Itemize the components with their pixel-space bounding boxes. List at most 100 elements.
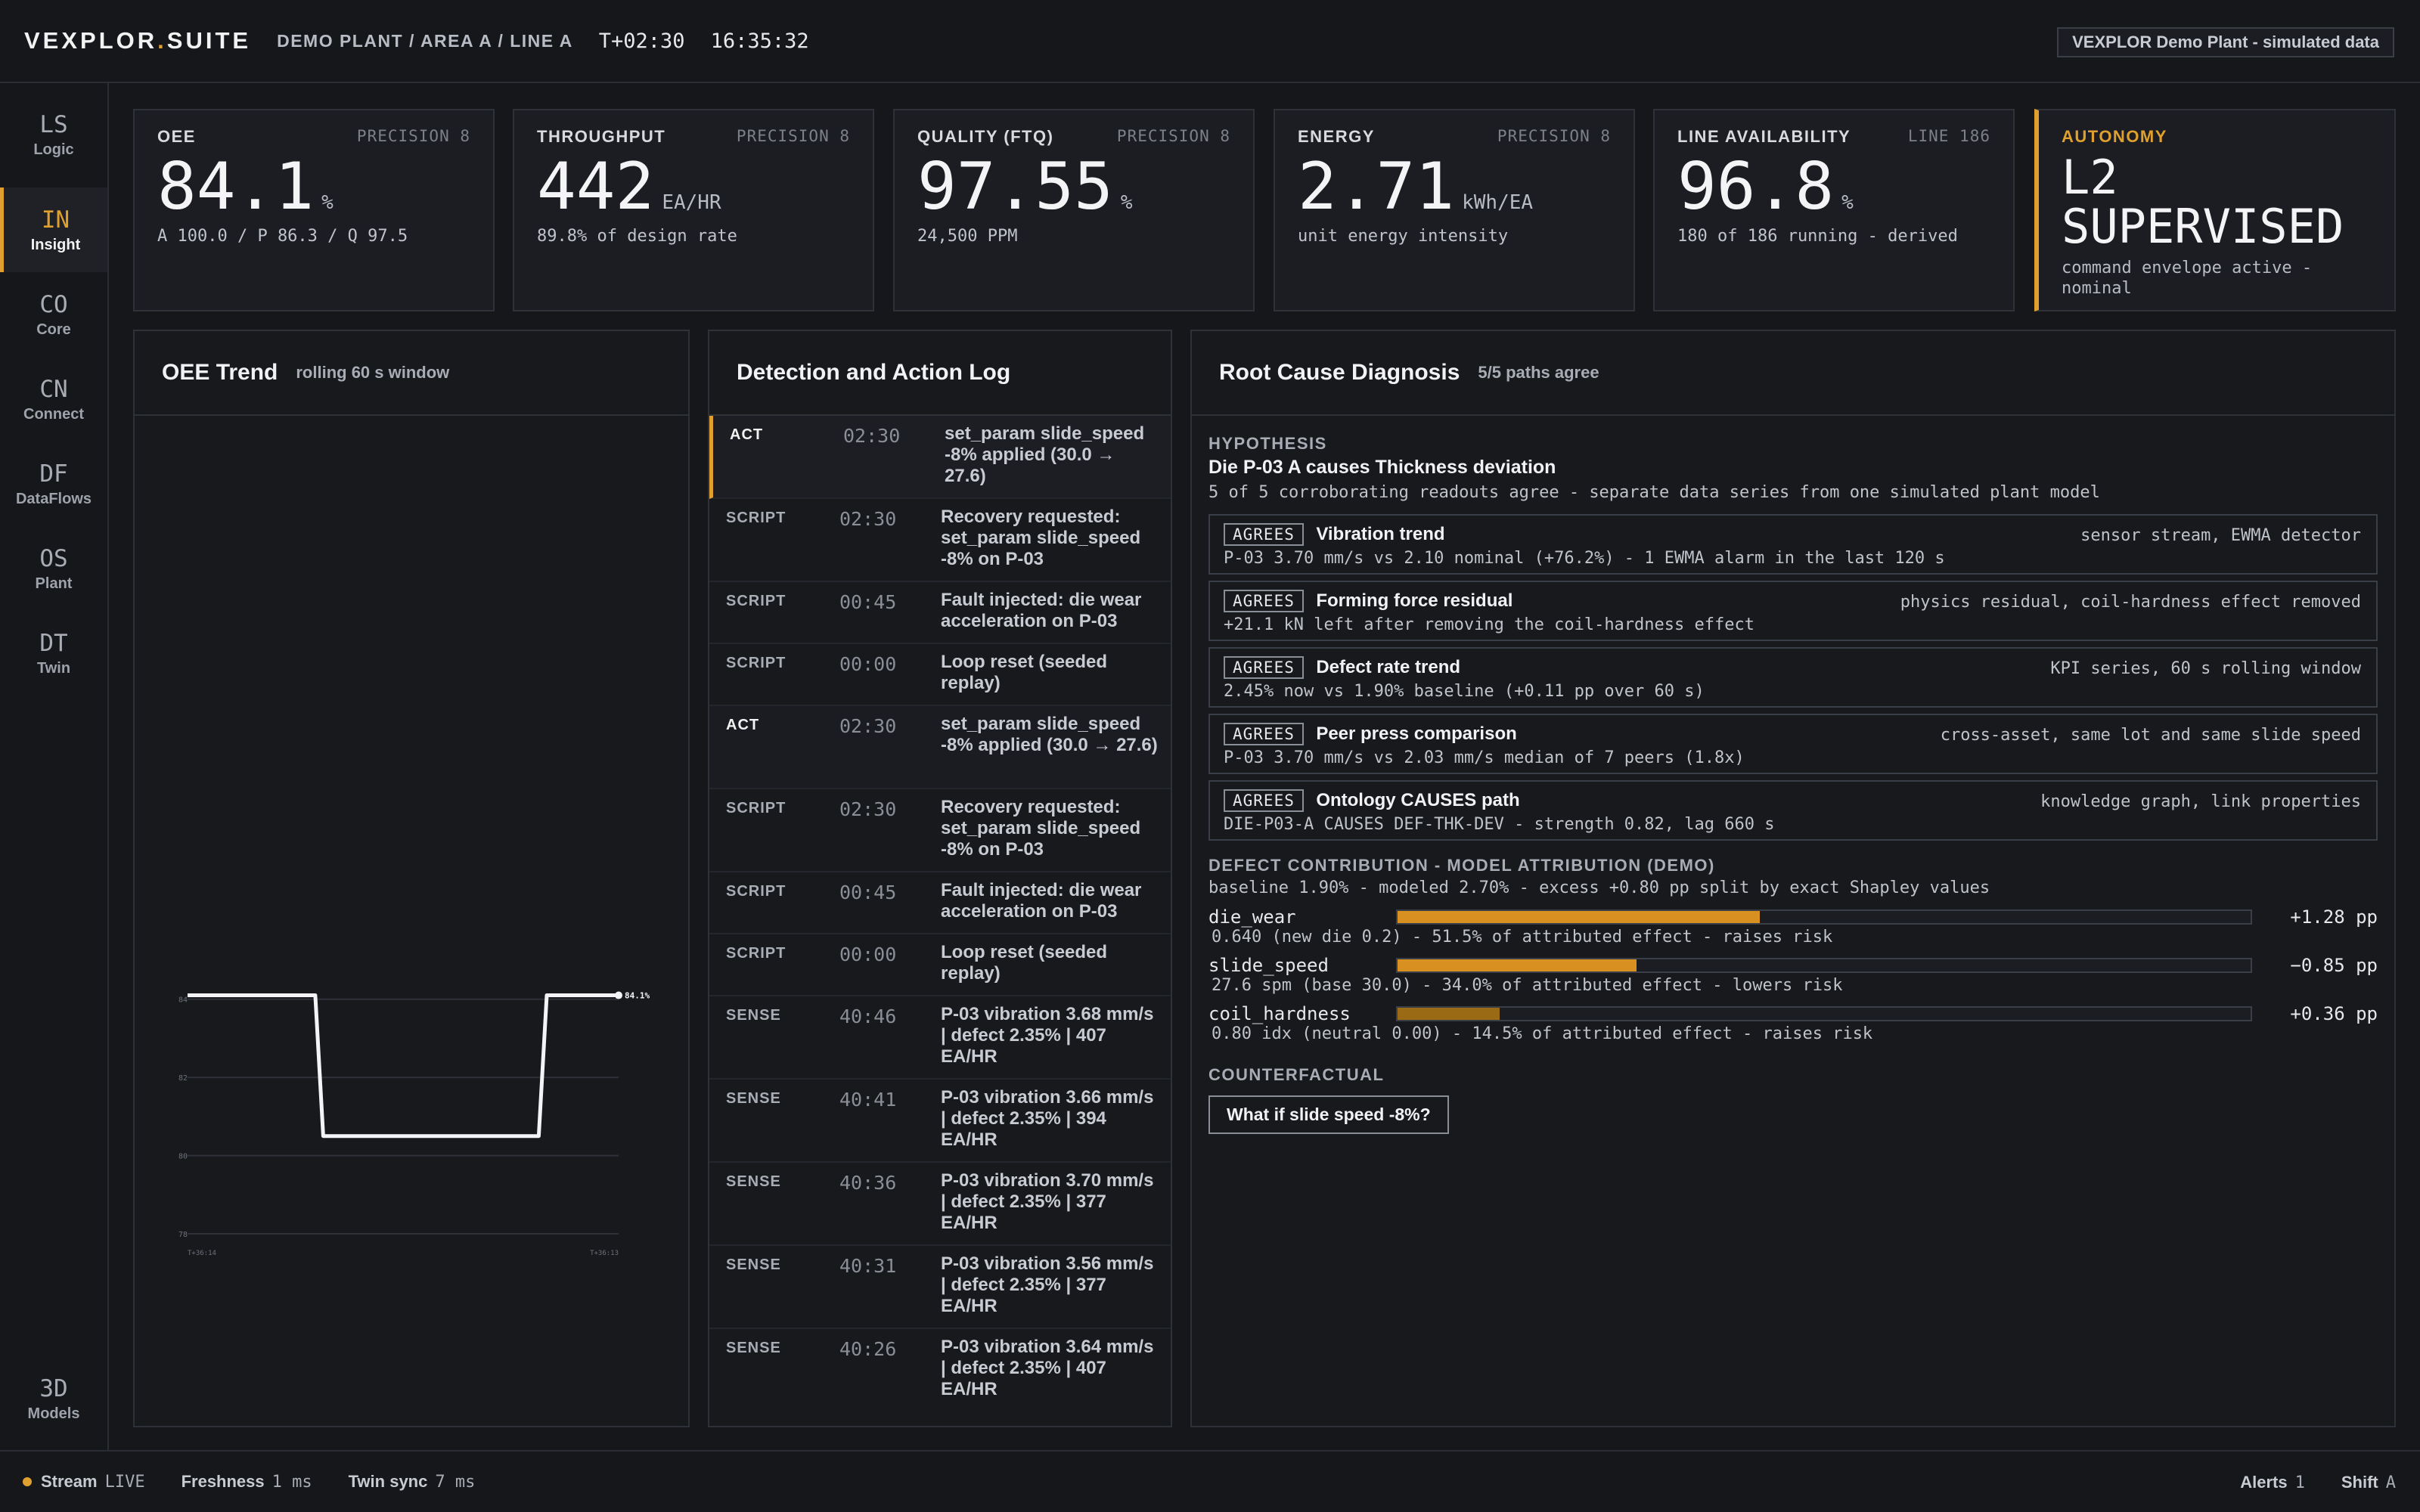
kpi-sub: A 100.0 / P 86.3 / Q 97.5 (157, 227, 408, 246)
brand-suite: SUITE (166, 27, 252, 54)
log-row[interactable]: SENSE 40:26 P-03 vibration 3.64 mm/s | d… (709, 1329, 1171, 1412)
agreement-card[interactable]: AGREES Ontology CAUSES path knowledge gr… (1208, 780, 2378, 841)
agreement-card[interactable]: AGREES Defect rate trend KPI series, 60 … (1208, 647, 2378, 708)
kpi-card-quality[interactable]: QUALITY (FTQ) PRECISION 8 97.55 % 24,500… (893, 109, 1255, 311)
live-dot-icon (23, 1477, 32, 1486)
sidebar-item-label: Twin (36, 659, 71, 677)
demo-badge: VEXPLOR Demo Plant - simulated data (2057, 27, 2394, 57)
shift-label: Shift (2341, 1473, 2378, 1492)
log-row[interactable]: SENSE 40:36 P-03 vibration 3.70 mm/s | d… (709, 1163, 1171, 1246)
hypothesis-note: 5 of 5 corroborating readouts agree - se… (1208, 483, 2100, 502)
log-text: Fault injected: die wear acceleration on… (941, 880, 1142, 922)
log-row[interactable]: SENSE 40:41 P-03 vibration 3.66 mm/s | d… (709, 1080, 1171, 1163)
brand-logo[interactable]: VEXPLOR.SUITE (24, 27, 251, 54)
kpi-meta: PRECISION 8 (1116, 127, 1230, 145)
kpi-value: 97.55 (917, 149, 1113, 225)
y-tick-label: 84 (178, 996, 188, 1005)
panel-title: Detection and Action Log (737, 360, 1011, 385)
autonomy-level: L2 SUPERVISED (2062, 153, 2372, 251)
sidebar-item-core[interactable]: CO Core (0, 272, 107, 357)
sidebar-item-logic[interactable]: LS Logic (0, 92, 107, 177)
log-row[interactable]: SCRIPT 00:00 Loop reset (seeded replay) (709, 644, 1171, 706)
sidebar-item-connect[interactable]: CN Connect (0, 357, 107, 442)
kpi-card-autonomy[interactable]: AUTONOMY L2 SUPERVISED command envelope … (2034, 109, 2396, 311)
log-row[interactable]: SCRIPT 00:00 Loop reset (seeded replay) (709, 934, 1171, 996)
log-row[interactable]: SCRIPT 02:30 Recovery requested: set_par… (709, 499, 1171, 582)
sidebar-item-code: CN (39, 375, 68, 403)
contribution-value: −0.85 pp (2290, 955, 2378, 976)
stream-status[interactable]: Stream LIVE (23, 1472, 145, 1492)
sidebar-item-models[interactable]: 3D Models (0, 1356, 107, 1441)
detection-log-panel: Detection and Action Log ACT 02:30 set_p… (708, 330, 1172, 1427)
kpi-unit: % (1120, 191, 1133, 214)
sidebar-item-label: Insight (30, 236, 81, 253)
log-row[interactable]: ACT 02:30 set_param slide_speed -8% appl… (709, 416, 1171, 499)
agreement-card[interactable]: AGREES Vibration trend sensor stream, EW… (1208, 514, 2378, 575)
hypothesis-label: HYPOTHESIS (1208, 434, 1327, 453)
contribution-label: DEFECT CONTRIBUTION - MODEL ATTRIBUTION … (1208, 856, 1715, 875)
autonomy-sub: command envelope active - nominal (2062, 259, 2313, 298)
sidebar-item-plant[interactable]: OS Plant (0, 526, 107, 611)
log-row[interactable]: SCRIPT 00:45 Fault injected: die wear ac… (709, 582, 1171, 644)
freshness-value: 1 ms (271, 1472, 312, 1492)
sidebar-item-dataflows[interactable]: DF DataFlows (0, 442, 107, 526)
agreement-source: knowledge graph, link properties (2040, 792, 2361, 811)
sidebar-item-twin[interactable]: DT Twin (0, 611, 107, 696)
kpi-card-oee[interactable]: OEE PRECISION 8 84.1 % A 100.0 / P 86.3 … (133, 109, 495, 311)
log-text: Recovery requested: set_param slide_spee… (941, 797, 1141, 860)
log-row[interactable]: SCRIPT 00:45 Fault injected: die wear ac… (709, 872, 1171, 934)
log-time: 40:31 (839, 1255, 897, 1277)
breadcrumb[interactable]: DEMO PLANT / AREA A / LINE A (277, 30, 573, 51)
counterfactual-button[interactable]: What if slide speed -8%? (1208, 1095, 1449, 1134)
agreement-card[interactable]: AGREES Peer press comparison cross-asset… (1208, 714, 2378, 774)
panel-title: Root Cause Diagnosis (1219, 360, 1460, 385)
alerts-label: Alerts (2240, 1473, 2288, 1492)
contribution-note: baseline 1.90% - modeled 2.70% - excess … (1208, 878, 1990, 897)
kpi-card-throughput[interactable]: THROUGHPUT PRECISION 8 442 EA/HR 89.8% o… (513, 109, 874, 311)
sidebar-item-label: Models (27, 1405, 80, 1422)
mission-time: T+02:30 (598, 29, 685, 53)
sidebar-item-insight[interactable]: IN Insight (0, 187, 107, 272)
kpi-sub: unit energy intensity (1298, 227, 1509, 246)
log-row[interactable]: SENSE 40:46 P-03 vibration 3.68 mm/s | d… (709, 996, 1171, 1080)
log-tag: SENSE (726, 1256, 781, 1273)
log-list[interactable]: ACT 02:30 set_param slide_speed -8% appl… (709, 416, 1171, 1412)
log-row[interactable]: SENSE 40:31 P-03 vibration 3.56 mm/s | d… (709, 1246, 1171, 1329)
contribution-row[interactable]: slide_speed −0.85 pp 27.6 spm (base 30.0… (1208, 955, 2378, 1003)
kpi-unit: kWh/EA (1462, 191, 1534, 214)
log-tag: SCRIPT (726, 800, 786, 816)
kpi-card-line-availability[interactable]: LINE AVAILABILITY LINE 186 96.8 % 180 of… (1653, 109, 2015, 311)
log-text: Loop reset (seeded replay) (941, 652, 1108, 694)
contribution-bar-track (1396, 1006, 2252, 1021)
kpi-meta: PRECISION 8 (356, 127, 470, 145)
sidebar-item-code: LS (39, 110, 68, 138)
contribution-desc: 27.6 spm (base 30.0) - 34.0% of attribut… (1212, 976, 1843, 995)
y-tick-label: 82 (178, 1074, 188, 1083)
sidebar-item-code: DT (39, 629, 68, 657)
autonomy-level-line1: L2 (2062, 150, 2118, 205)
log-tag: SCRIPT (726, 655, 786, 671)
shift-status[interactable]: Shift A (2341, 1473, 2396, 1492)
log-row[interactable]: ACT 02:30 set_param slide_speed -8% appl… (709, 706, 1171, 789)
log-text: set_param slide_speed -8% applied (30.0 … (945, 423, 1145, 487)
agreement-title: Vibration trend (1316, 524, 1445, 544)
alerts-value: 1 (2294, 1473, 2305, 1492)
agreement-card[interactable]: AGREES Forming force residual physics re… (1208, 581, 2378, 641)
autonomy-level-line2: SUPERVISED (2062, 199, 2344, 255)
log-row[interactable]: SCRIPT 02:30 Recovery requested: set_par… (709, 789, 1171, 872)
agreement-source: KPI series, 60 s rolling window (2050, 659, 2361, 678)
contribution-row[interactable]: die_wear +1.28 pp 0.640 (new die 0.2) - … (1208, 906, 2378, 955)
contribution-row[interactable]: coil_hardness +0.36 pp 0.80 idx (neutral… (1208, 1003, 2378, 1052)
panel-header: OEE Trend rolling 60 s window (135, 331, 688, 416)
root-cause-panel: Root Cause Diagnosis 5/5 paths agree HYP… (1190, 330, 2396, 1427)
log-text: set_param slide_speed -8% applied (30.0 … (941, 714, 1158, 756)
y-tick-label: 78 (178, 1231, 188, 1239)
alerts-status[interactable]: Alerts 1 (2240, 1473, 2305, 1492)
oee-trend-chart: 84 82 80 78 84.1% T+36:14 T+36:13 (178, 991, 650, 1257)
agrees-badge: AGREES (1224, 523, 1304, 546)
stream-label: Stream (41, 1472, 98, 1491)
kpi-value: 84.1 (157, 149, 315, 225)
kpi-card-energy[interactable]: ENERGY PRECISION 8 2.71 kWh/EA unit ener… (1274, 109, 1635, 311)
log-time: 02:30 (839, 798, 897, 820)
sidebar-item-code: CO (39, 290, 68, 318)
